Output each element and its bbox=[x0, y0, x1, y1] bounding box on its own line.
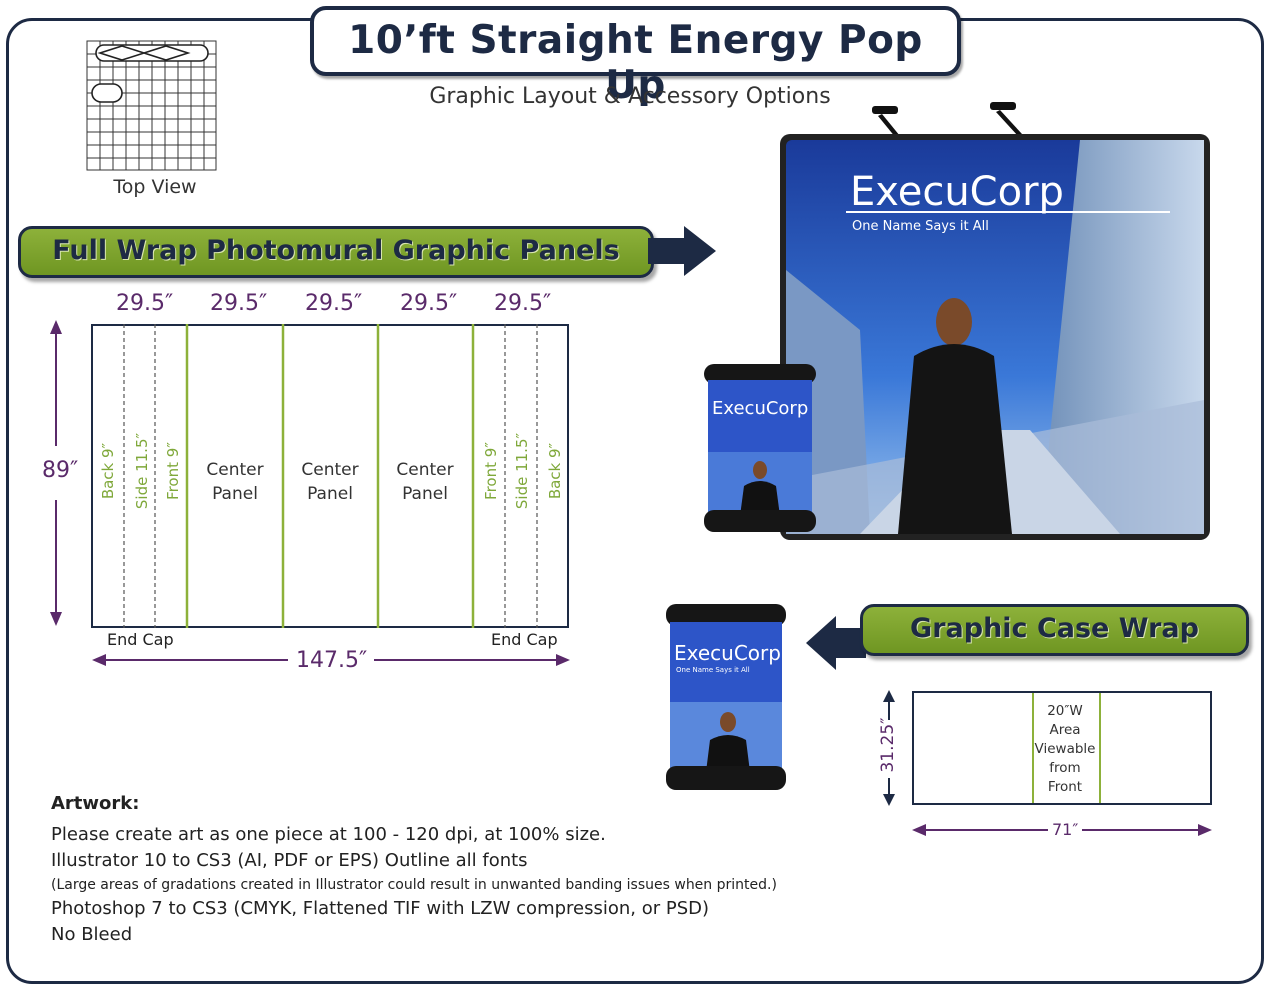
center-panel-label-2: Center Panel bbox=[301, 460, 359, 504]
panel-width-1: 29.5″ bbox=[116, 291, 174, 316]
page-title: 10’ft Straight Energy Pop Up bbox=[348, 18, 923, 108]
viewable-area-label: 20″W Area Viewable from Front bbox=[1034, 703, 1096, 795]
strip-label-back-left: Back 9″ bbox=[99, 442, 117, 500]
strip-label-front-right: Front 9″ bbox=[482, 442, 500, 500]
arrow-left-icon bbox=[806, 616, 866, 670]
total-width-label: 147.5″ bbox=[296, 648, 368, 673]
total-width-arrow bbox=[92, 654, 570, 666]
panel-dividers bbox=[123, 324, 538, 628]
artwork-line-3: Photoshop 7 to CS3 (CMYK, Flattened TIF … bbox=[51, 898, 710, 919]
panel-width-3: 29.5″ bbox=[305, 291, 363, 316]
case-width-label: 71″ bbox=[1052, 820, 1079, 839]
artwork-notes: Artwork: Please create art as one piece … bbox=[51, 793, 851, 948]
case-height-arrow bbox=[883, 690, 895, 806]
case-wrap-banner-label: Graphic Case Wrap bbox=[910, 613, 1199, 644]
case-width-arrow bbox=[912, 824, 1212, 836]
arrow-right-icon bbox=[648, 226, 716, 276]
end-cap-left-label: End Cap bbox=[107, 630, 174, 649]
case-wrap-diagram bbox=[912, 691, 1212, 805]
case-wrap-banner: Graphic Case Wrap bbox=[860, 604, 1249, 656]
center-panel-label-1: Center Panel bbox=[206, 460, 264, 504]
large-case-tagline: One Name Says it All bbox=[676, 666, 750, 674]
top-view-label: Top View bbox=[113, 176, 197, 198]
panel-width-2: 29.5″ bbox=[210, 291, 268, 316]
counter-case-large: ExecuCorp One Name Says it All bbox=[666, 604, 786, 790]
booth-illustration: ExecuCorp One Name Says it All bbox=[780, 102, 1210, 540]
booth-brand-tagline: One Name Says it All bbox=[852, 219, 989, 234]
artwork-heading: Artwork: bbox=[51, 793, 140, 814]
panel-width-4: 29.5″ bbox=[400, 291, 458, 316]
center-panel-label-3: Center Panel bbox=[396, 460, 454, 504]
height-arrow bbox=[50, 320, 62, 626]
strip-label-front-left: Front 9″ bbox=[164, 442, 182, 500]
booth-brand-name: ExecuCorp bbox=[850, 169, 1064, 215]
title-box: 10’ft Straight Energy Pop Up bbox=[310, 6, 961, 108]
full-wrap-banner-label: Full Wrap Photomural Graphic Panels bbox=[52, 235, 620, 266]
case-height-label: 31.25″ bbox=[878, 717, 898, 773]
artwork-line-1: Please create art as one piece at 100 - … bbox=[51, 824, 606, 845]
artwork-line-4: No Bleed bbox=[51, 924, 133, 945]
full-wrap-banner: Full Wrap Photomural Graphic Panels bbox=[18, 226, 654, 278]
page-subtitle: Graphic Layout & Accessory Options bbox=[429, 84, 831, 109]
strip-label-back-right: Back 9″ bbox=[546, 442, 564, 500]
height-label: 89″ bbox=[42, 458, 79, 483]
artwork-note: (Large areas of gradations created in Il… bbox=[51, 877, 777, 893]
panel-layout-diagram bbox=[91, 324, 569, 628]
small-case-brand: ExecuCorp bbox=[712, 398, 808, 419]
strip-label-side-left: Side 11.5″ bbox=[133, 432, 151, 510]
counter-case-small: ExecuCorp bbox=[704, 364, 816, 532]
end-cap-right-label: End Cap bbox=[491, 630, 558, 649]
large-case-brand: ExecuCorp bbox=[674, 641, 781, 665]
artwork-line-2: Illustrator 10 to CS3 (AI, PDF or EPS) O… bbox=[51, 850, 528, 871]
strip-label-side-right: Side 11.5″ bbox=[513, 432, 531, 510]
top-view-diagram bbox=[86, 40, 217, 171]
panel-width-5: 29.5″ bbox=[494, 291, 552, 316]
